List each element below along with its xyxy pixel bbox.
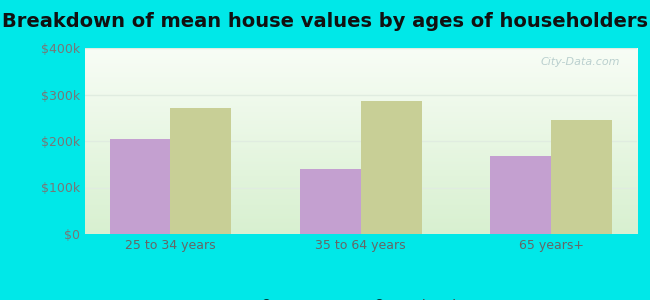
Bar (361, 101, 422, 234)
Bar (551, 120, 612, 234)
Bar (490, 156, 551, 234)
Bar (110, 139, 170, 234)
Bar (300, 169, 361, 234)
Legend: Geneva, Nebraska: Geneva, Nebraska (246, 293, 475, 300)
Text: Breakdown of mean house values by ages of householders: Breakdown of mean house values by ages o… (2, 12, 648, 31)
Bar (170, 108, 231, 234)
Text: City-Data.com: City-Data.com (541, 57, 620, 67)
